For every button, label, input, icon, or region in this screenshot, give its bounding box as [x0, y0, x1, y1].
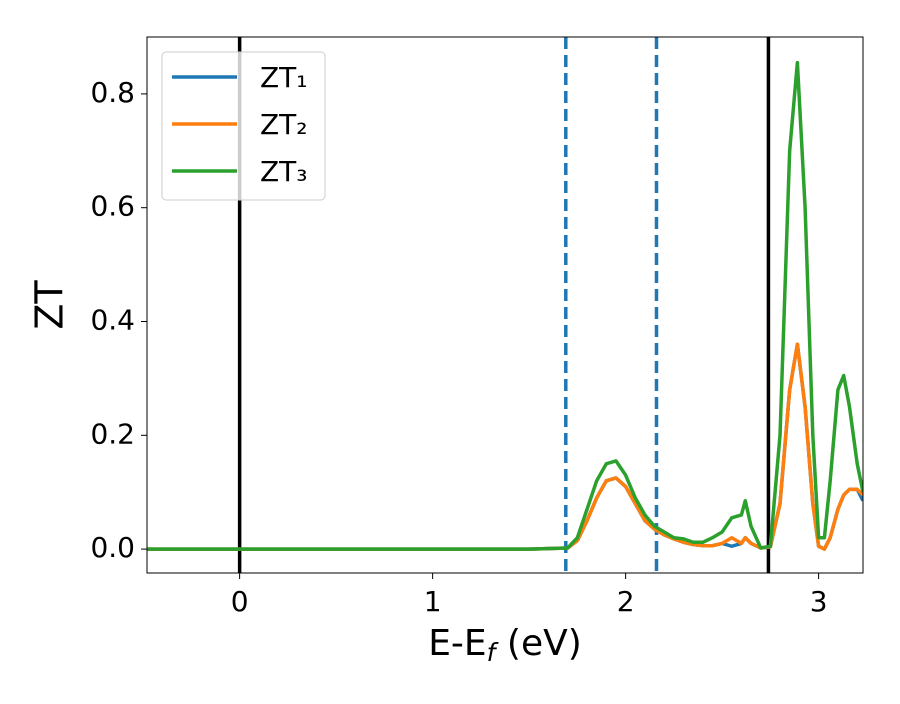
- plot-area: [147, 37, 863, 573]
- y-tick-label: 0.8: [90, 76, 135, 109]
- x-label-part: (eV): [495, 623, 581, 664]
- y-tick-label: 0.4: [90, 304, 135, 337]
- x-tick-label: 1: [424, 585, 442, 618]
- x-tick-label: 3: [810, 585, 828, 618]
- y-axis-label: ZT: [28, 280, 72, 330]
- y-tick-label: 0.6: [90, 190, 135, 223]
- x-tick-label: 2: [617, 585, 635, 618]
- series-line: [147, 60, 863, 551]
- x-axis-label: E-Ef (eV): [428, 623, 582, 667]
- y-tick-label: 0.2: [90, 417, 135, 450]
- series-line: [147, 342, 863, 551]
- y-tick-label: 0.0: [90, 531, 135, 564]
- legend-label: ZT₃: [260, 155, 308, 188]
- series-line: [147, 342, 863, 551]
- legend-box: [161, 51, 326, 201]
- legend-label: ZT₂: [260, 108, 308, 141]
- x-tick-label: 0: [231, 585, 249, 618]
- plot-frame: [146, 36, 864, 574]
- legend-label: ZT₁: [260, 61, 308, 94]
- x-label-part: E-E: [428, 623, 486, 664]
